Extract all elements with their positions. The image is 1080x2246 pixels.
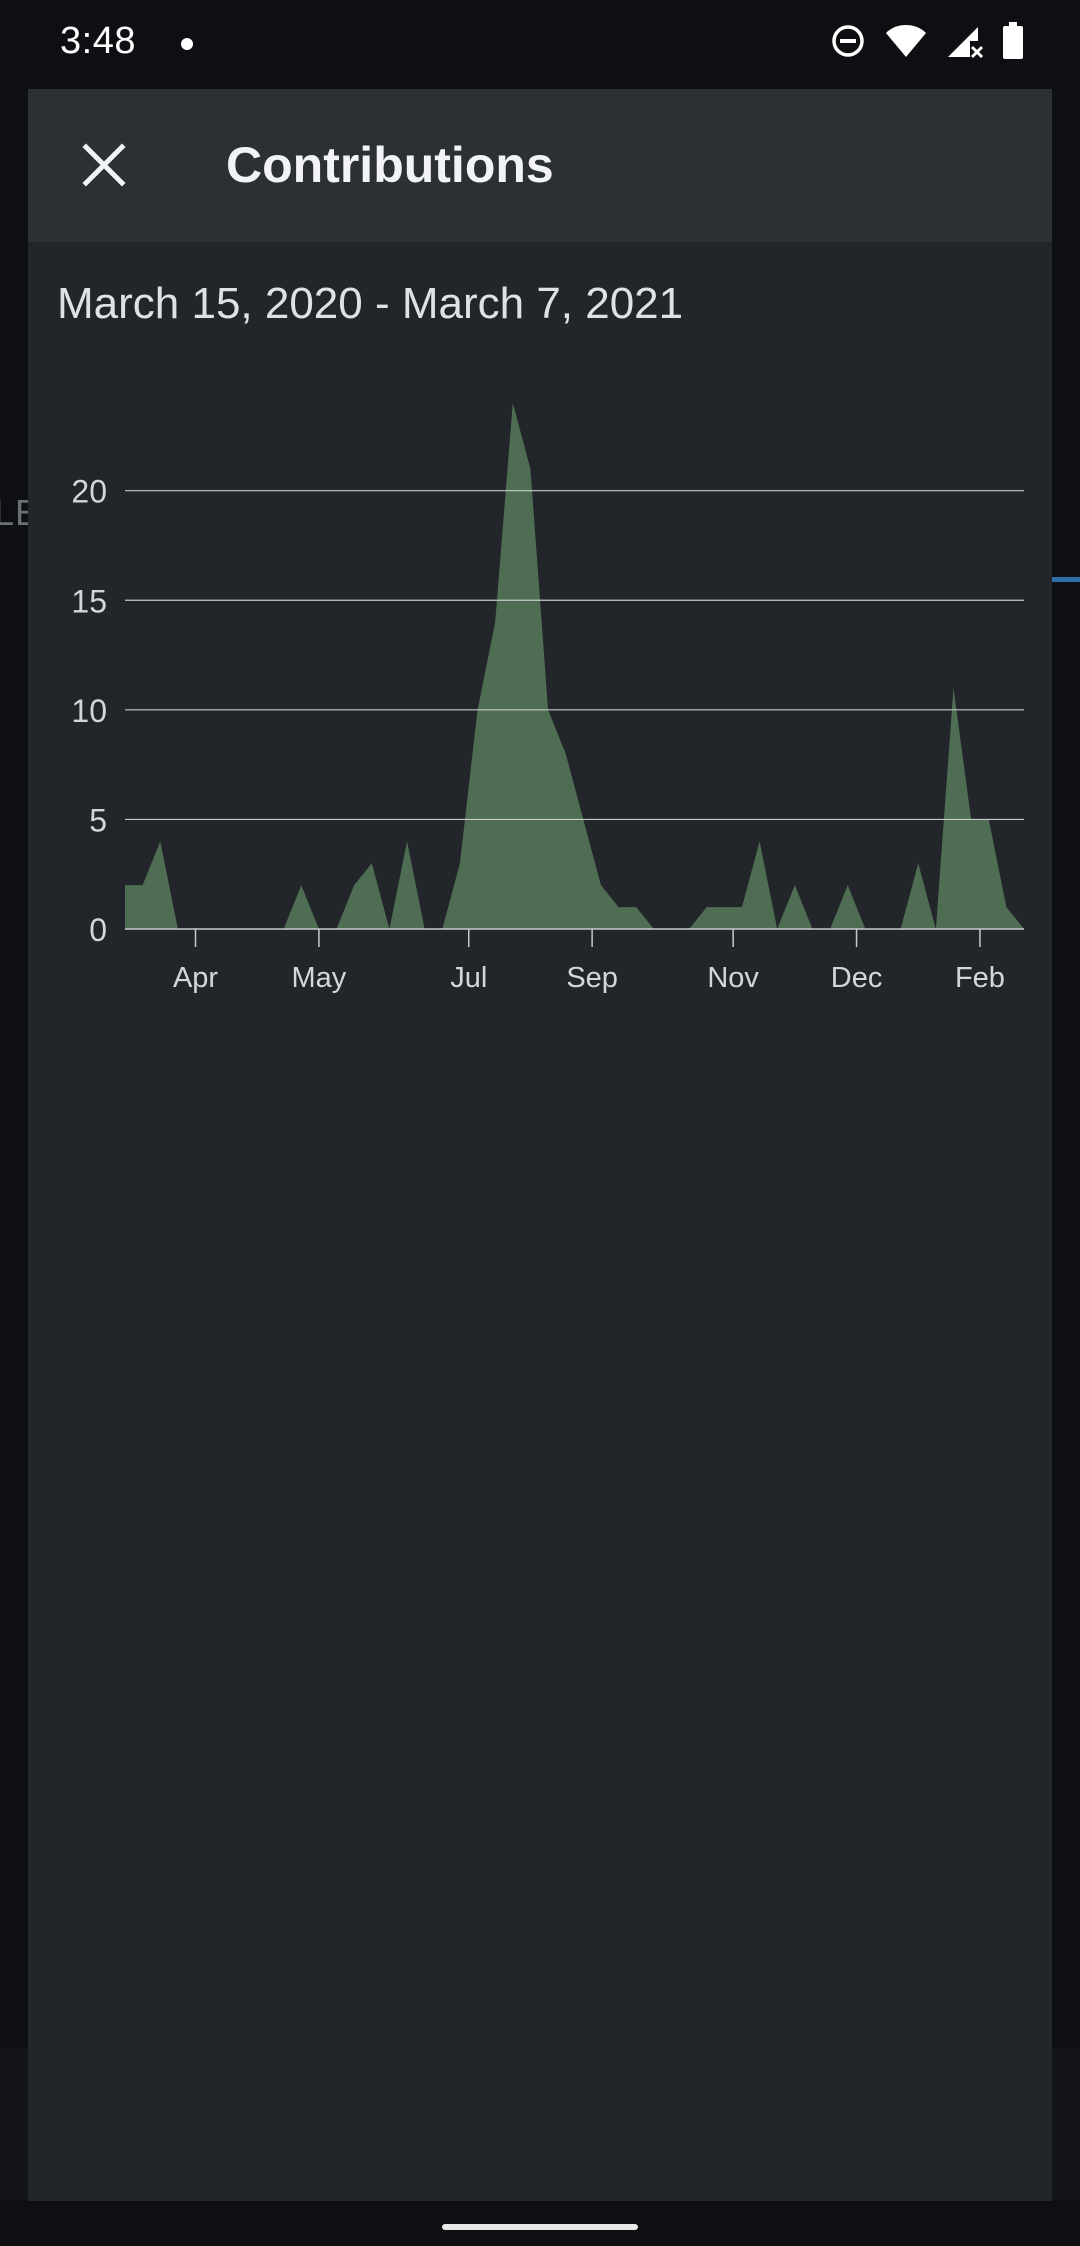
- x-tick-label: Feb: [955, 962, 1005, 994]
- signal-icon: [946, 23, 984, 64]
- status-icons: [830, 22, 1024, 65]
- y-tick-label: 15: [71, 583, 107, 619]
- date-range: March 15, 2020 - March 7, 2021: [57, 279, 684, 328]
- status-bar: 3:48: [0, 0, 1080, 88]
- background-accent-line: [1052, 577, 1080, 582]
- x-tick-label: May: [292, 962, 347, 994]
- y-tick-label: 5: [89, 802, 107, 838]
- wifi-icon: [884, 23, 928, 64]
- contributions-area: [125, 403, 1024, 929]
- status-time: 3:48: [60, 20, 136, 62]
- y-tick-label: 10: [71, 693, 107, 729]
- x-tick-label: Apr: [173, 962, 218, 994]
- dialog-title: Contributions: [226, 137, 554, 193]
- y-tick-label: 0: [89, 912, 107, 948]
- dialog-header: Contributions: [28, 89, 1052, 242]
- notification-dot-icon: [181, 38, 193, 50]
- contributions-dialog: Contributions March 15, 2020 - March 7, …: [28, 89, 1052, 2201]
- gesture-bar[interactable]: [442, 2224, 638, 2230]
- x-tick-label: Nov: [707, 962, 759, 994]
- close-button[interactable]: [74, 135, 134, 195]
- dnd-icon: [830, 23, 866, 64]
- x-tick-label: Jul: [450, 962, 487, 994]
- x-tick-label: Dec: [831, 962, 883, 994]
- close-icon: [82, 143, 126, 187]
- y-tick-label: 20: [71, 474, 107, 510]
- x-tick-label: Sep: [566, 962, 618, 994]
- battery-icon: [1002, 22, 1024, 65]
- chart-svg: 0 5 10 15 20 Apr May Jul Sep Nov Dec Feb: [71, 403, 1024, 994]
- contributions-chart: 0 5 10 15 20 Apr May Jul Sep Nov Dec Feb: [28, 379, 1052, 1099]
